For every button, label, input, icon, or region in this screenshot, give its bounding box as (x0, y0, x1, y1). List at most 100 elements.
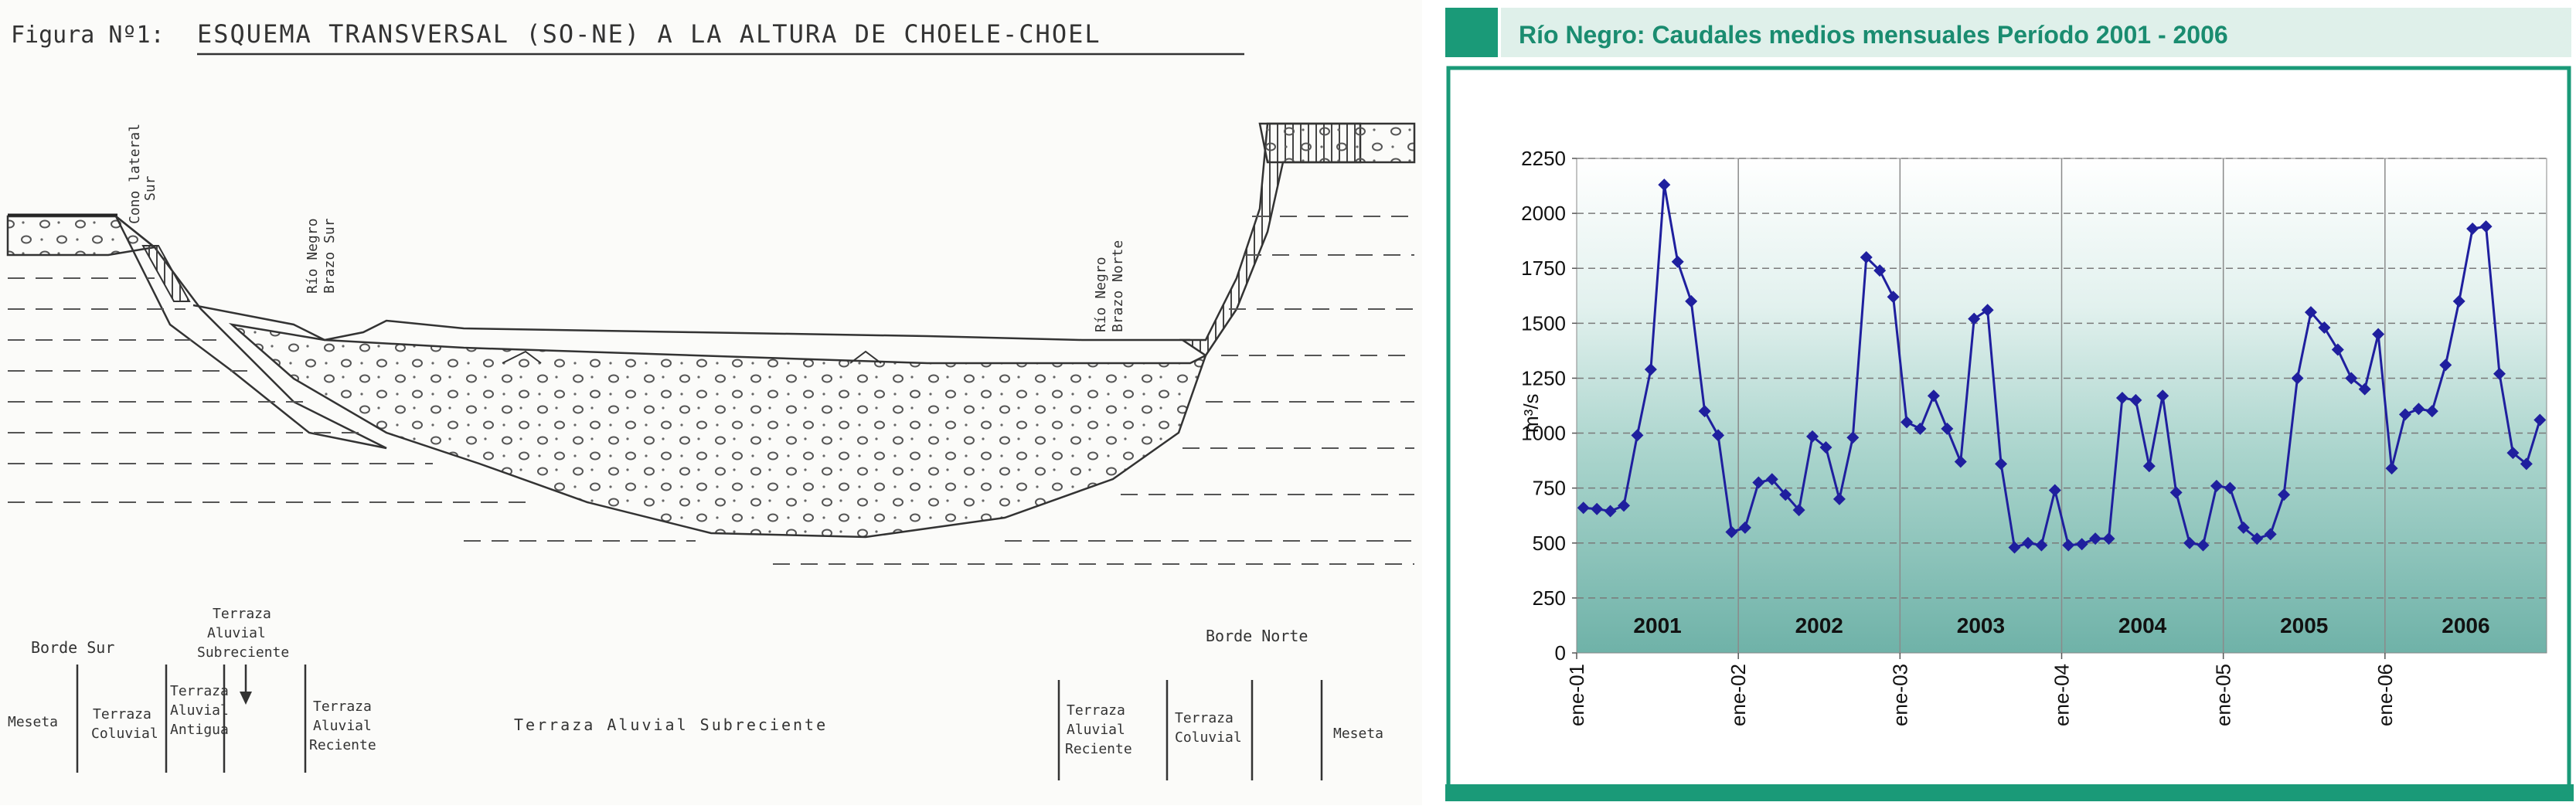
data-point (2291, 372, 2304, 385)
label-borde-norte: Borde Norte (1206, 627, 1308, 645)
x-axis-ticks: ene-01 ene-02 ene-03 ene-04 ene-05 ene-06 (1565, 653, 2397, 726)
label-terraza-aluvial-reciente-right: Terraza Aluvial Reciente (1065, 702, 1132, 757)
data-point (1860, 251, 1873, 263)
data-point (2237, 521, 2250, 534)
data-point (2048, 484, 2061, 497)
svg-text:Reciente: Reciente (309, 737, 376, 753)
data-point (2466, 223, 2479, 236)
svg-text:Brazo Sur: Brazo Sur (322, 218, 338, 294)
label-terraza-coluvial-left: Terraza Coluvial (91, 706, 158, 742)
year-label: 2001 (1633, 614, 1681, 637)
data-point (1685, 294, 1698, 308)
label-terraza-coluvial-right: Terraza Coluvial (1175, 710, 1242, 746)
svg-text:Coluvial: Coluvial (1175, 729, 1242, 746)
data-point (1698, 405, 1711, 418)
data-point (2075, 538, 2088, 551)
y-tick-label: 1250 (1521, 366, 1566, 389)
data-point (1765, 473, 1778, 486)
meseta-left-shape (6, 215, 157, 257)
data-point (2183, 536, 2197, 549)
data-point (2358, 382, 2371, 396)
y-axis-label: m³/s (1519, 393, 1543, 433)
cross-section-drawing: Figura Nº1: ESQUEMA TRANSVERSAL (SO-NE) … (6, 19, 1416, 780)
svg-text:Río Negro: Río Negro (1093, 257, 1109, 332)
svg-text:Aluvial: Aluvial (207, 625, 266, 641)
figure-title: ESQUEMA TRANSVERSAL (SO-NE) A LA ALTURA … (197, 19, 1101, 49)
data-point (2102, 532, 2115, 546)
svg-text:Río Negro: Río Negro (305, 218, 321, 294)
label-meseta-left: Meseta (8, 714, 58, 730)
data-point (1995, 457, 2008, 471)
svg-text:Terraza: Terraza (1067, 702, 1125, 719)
data-point (2452, 294, 2465, 308)
x-tick-label: ene-04 (2050, 664, 2074, 726)
data-point (1658, 178, 1671, 192)
svg-text:Terraza: Terraza (213, 606, 271, 622)
data-point (2224, 481, 2237, 495)
data-point (1832, 492, 1846, 505)
year-label: 2003 (1957, 614, 2005, 637)
data-point (1631, 429, 1644, 442)
data-point (2479, 220, 2493, 233)
meseta-right-shape (1258, 122, 1416, 164)
data-point (2304, 306, 2317, 319)
year-labels: 2001 2002 2003 2004 2005 2006 (1633, 614, 2489, 637)
data-point (2533, 413, 2547, 427)
label-cono-lateral: Cono lateral Sur (127, 124, 158, 224)
data-point (2278, 488, 2291, 501)
x-tick-label: ene-01 (1565, 664, 1588, 726)
data-point (2142, 460, 2156, 473)
year-label: 2005 (2280, 614, 2328, 637)
x-tick-label: ene-03 (1888, 664, 1911, 726)
data-point (2385, 462, 2398, 475)
header-bar (1501, 8, 2571, 57)
data-point (2425, 405, 2438, 418)
data-point (2129, 393, 2142, 406)
data-point (2156, 389, 2169, 403)
data-point (1887, 291, 1900, 304)
data-point (2493, 367, 2506, 380)
y-tick-label: 2000 (1521, 202, 1566, 225)
data-point (1846, 431, 1860, 444)
data-point (1618, 499, 1631, 512)
svg-text:Reciente: Reciente (1065, 741, 1132, 757)
figure-title-prefix: Figura Nº1: (11, 22, 165, 49)
svg-text:Coluvial: Coluvial (91, 726, 158, 742)
svg-text:Aluvial: Aluvial (170, 702, 229, 719)
year-label: 2004 (2118, 614, 2167, 637)
data-point (2021, 536, 2034, 549)
svg-text:Sur: Sur (142, 175, 158, 201)
label-terraza-aluvial-antigua: Terraza Aluvial Antigua (170, 683, 229, 738)
y-tick-label: 2250 (1521, 147, 1566, 170)
svg-text:Aluvial: Aluvial (1067, 722, 1125, 738)
data-point (2520, 457, 2533, 471)
discharge-chart: Río Negro: Caudales medios mensuales Per… (1445, 8, 2574, 801)
data-point (2439, 359, 2452, 372)
data-point (2089, 532, 2102, 546)
data-point (2035, 539, 2048, 552)
year-label: 2006 (2442, 614, 2489, 637)
data-point (1752, 476, 1765, 489)
panel-title: Río Negro: Caudales medios mensuales Per… (1519, 21, 2228, 49)
data-point (1591, 502, 1604, 515)
data-point (2115, 392, 2129, 405)
y-tick-label: 750 (1533, 477, 1566, 500)
data-point (2197, 539, 2210, 552)
data-point (2318, 321, 2331, 335)
label-terraza-aluvial-subreciente-center: Terraza Aluvial Subreciente (514, 716, 828, 734)
data-point (1927, 389, 1940, 403)
data-point (1604, 505, 1617, 518)
data-point (1792, 504, 1805, 517)
year-label: 2002 (1795, 614, 1843, 637)
data-point (1779, 488, 1792, 501)
svg-text:Brazo Norte: Brazo Norte (1110, 240, 1126, 332)
x-tick-label: ene-06 (2374, 664, 2397, 726)
y-axis-ticks: 0 250 500 750 1000 1250 1500 1750 2000 2250 (1521, 147, 1577, 665)
label-terraza-aluvial-subreciente-top: Terraza Aluvial Subreciente (197, 606, 289, 661)
floodplain-surface (192, 304, 1190, 342)
svg-text:Terraza: Terraza (1175, 710, 1234, 726)
cross-section-figure: Figura Nº1: ESQUEMA TRANSVERSAL (SO-NE) … (6, 19, 1416, 780)
x-tick-label: ene-05 (2212, 664, 2235, 726)
data-point (2372, 328, 2385, 341)
data-point (2008, 541, 2021, 554)
